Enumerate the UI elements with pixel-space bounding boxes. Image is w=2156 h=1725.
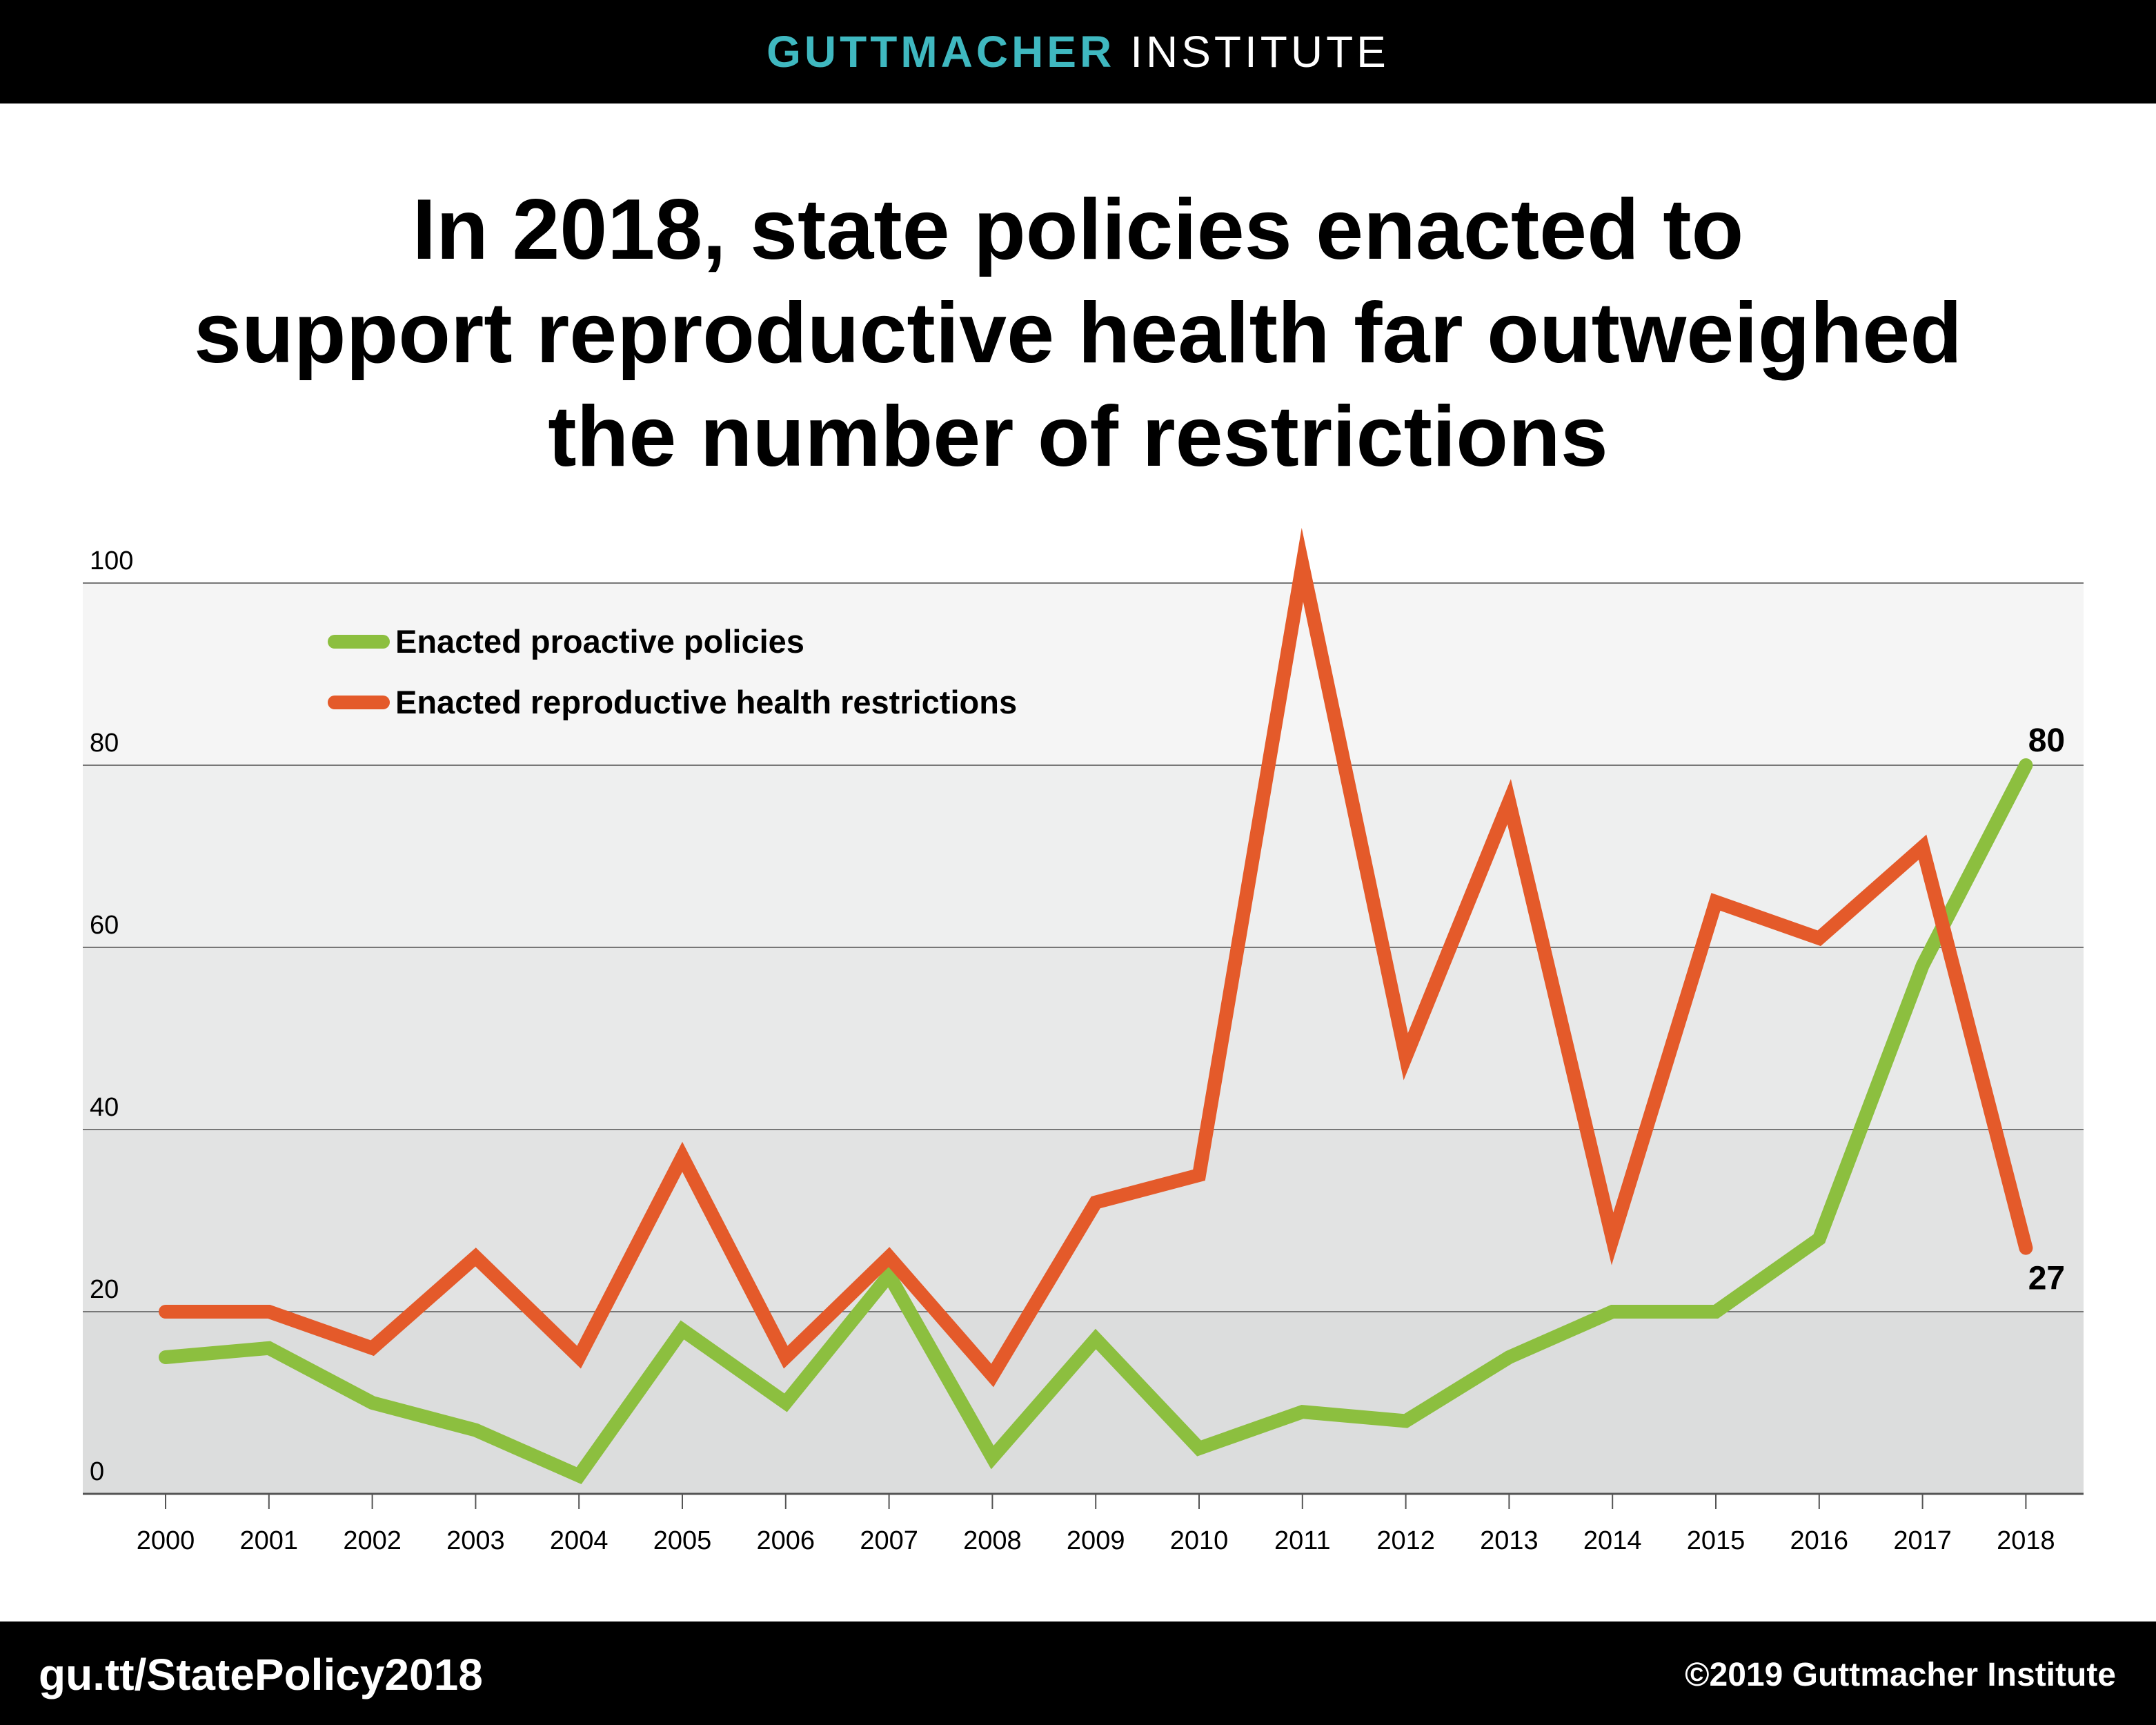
grid-band — [83, 947, 2084, 1130]
y-tick-label: 100 — [90, 546, 133, 575]
x-tick-label: 2007 — [860, 1526, 918, 1555]
end-value-label: 80 — [2028, 722, 2065, 759]
grid-band — [83, 1312, 2084, 1494]
y-tick-label: 60 — [90, 911, 119, 940]
series-line-2 — [159, 527, 2033, 1388]
x-tick-label: 2015 — [1687, 1526, 1745, 1555]
x-tick-label: 2003 — [446, 1526, 505, 1555]
x-tick-label: 2001 — [240, 1526, 299, 1555]
x-tick-label: 2004 — [550, 1526, 609, 1555]
y-tick-label: 20 — [90, 1275, 119, 1304]
x-tick-label: 2018 — [1997, 1526, 2055, 1555]
footer-bar: gu.tt/StatePolicy2018 ©2019 Guttmacher I… — [0, 1621, 2156, 1725]
grid-band — [83, 583, 2084, 765]
x-tick-label: 2014 — [1583, 1526, 1642, 1555]
x-tick-label: 2016 — [1790, 1526, 1849, 1555]
legend-label: Enacted reproductive health restrictions — [395, 684, 1017, 720]
brand-name-secondary: INSTITUTE — [1130, 27, 1389, 77]
x-tick-label: 2006 — [757, 1526, 815, 1555]
footer-copyright: ©2019 Guttmacher Institute — [1685, 1657, 2116, 1693]
chart-title-line-2: support reproductive health far outweigh… — [194, 286, 1962, 381]
legend-label: Enacted proactive policies — [395, 623, 804, 660]
y-tick-label: 0 — [90, 1457, 104, 1486]
x-tick-label: 2011 — [1274, 1526, 1331, 1555]
series-line-1 — [159, 758, 2033, 1485]
footer-url: gu.tt/StatePolicy2018 — [39, 1650, 483, 1699]
x-tick-label: 2009 — [1067, 1526, 1125, 1555]
brand-header-bar: GUTTMACHER INSTITUTE — [0, 0, 2156, 103]
x-tick-label: 2005 — [653, 1526, 712, 1555]
chart-title: In 2018, state policies enacted to suppo… — [41, 178, 2115, 489]
line-chart: 0 20 40 60 80 100 2000 2001 2002 2003 2004 2005 200… — [83, 527, 2084, 1555]
x-tick-label: 2012 — [1376, 1526, 1435, 1555]
end-value-label: 27 — [2028, 1261, 2065, 1297]
x-tick-label: 2013 — [1480, 1526, 1539, 1555]
y-tick-label: 80 — [90, 729, 119, 758]
x-tick-label: 2017 — [1893, 1526, 1952, 1555]
brand-name-primary: GUTTMACHER — [767, 27, 1116, 77]
x-tick-label: 2010 — [1170, 1526, 1229, 1555]
chart-title-line-3: the number of restrictions — [548, 389, 1608, 484]
chart-title-line-1: In 2018, state policies enacted to — [412, 182, 1744, 277]
x-tick-label: 2000 — [137, 1526, 195, 1555]
x-tick-label: 2002 — [343, 1526, 402, 1555]
y-tick-label: 40 — [90, 1093, 119, 1122]
x-tick-label: 2008 — [963, 1526, 1022, 1555]
